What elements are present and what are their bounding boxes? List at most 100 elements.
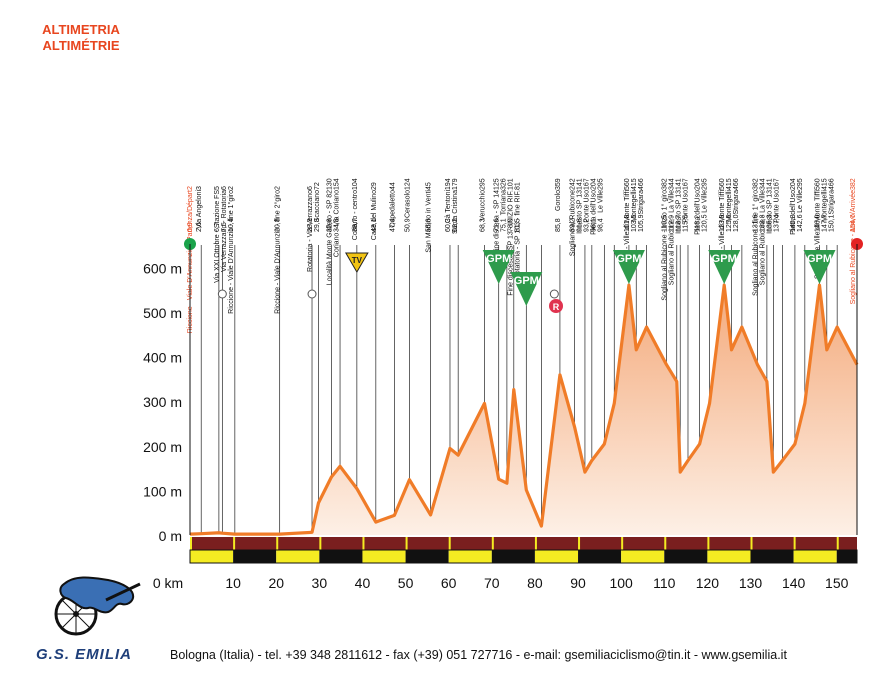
checkpoint-altitude: 167 [584, 178, 591, 190]
checkpoint-km: 62,2 [452, 218, 459, 232]
checkpoint-name: Coriano - centro [352, 190, 359, 240]
km-band [190, 550, 234, 563]
checkpoint-name: Via Angeloni [196, 190, 203, 229]
checkpoint-altitude: 179 [452, 178, 459, 190]
checkpoint-name: Le Ville [797, 190, 804, 213]
checkpoint-name: Pietra dell'Uso [591, 190, 598, 235]
checkpoint-altitude: 560 [719, 178, 726, 190]
gs-emilia-logo [54, 576, 141, 636]
road-tick [491, 537, 494, 550]
checkpoint-altitude: 141 [577, 178, 584, 190]
checkpoint-name: SP 11 - Ville di Monte Tiffi [719, 190, 726, 270]
x-tick-label: 150 [825, 575, 849, 591]
checkpoint-altitude: 104 [352, 178, 359, 190]
gpm-marker-icon [482, 250, 515, 284]
checkpoint-name: Ponte Uso [682, 190, 689, 223]
checkpoint-km: 101,8 [624, 214, 631, 232]
checkpoint-altitude: 359 [555, 178, 562, 190]
road-tick [750, 537, 753, 550]
checkpoint-name: SP 11 - Ville di Monte Tiffi [624, 190, 631, 270]
checkpoint-name: Sogliano al Rubicone - inizio 1° giro [660, 190, 668, 301]
km-band [578, 550, 622, 563]
checkpoint-name: San Martino in Venti [426, 190, 433, 253]
checkpoint-km: 140,3 [790, 214, 797, 232]
roundabout-icon [549, 289, 559, 299]
checkpoint-label: 123,9 125,6 128,0 560 415 466 SP 11 - Ville di… [719, 178, 740, 269]
title-altimetrie: ALTIMÉTRIE [42, 38, 120, 53]
checkpoint-name: Fine discesa - SP 14 [494, 190, 501, 255]
checkpoint-altitude: 344 [759, 178, 766, 190]
checkpoint-km: 75,1 [501, 218, 508, 232]
checkpoint-km: 91,6 [577, 218, 584, 232]
checkpoint-name: Santa Cristina [452, 190, 459, 234]
profile-area [190, 285, 857, 535]
checkpoint-name: Sogliano al Rubicone [570, 190, 577, 256]
checkpoint-altitude: 3 [196, 186, 203, 190]
checkpoint-altitude: 44 [389, 182, 396, 190]
checkpoint-km: 28,3 [307, 218, 314, 232]
road-tick [319, 537, 322, 550]
checkpoint-km: 96,1 [591, 218, 598, 232]
x-tick-label: 80 [527, 575, 543, 591]
checkpoint-km: 32,8 [326, 218, 333, 232]
checkpoint-km: 98,4 [598, 218, 605, 232]
x-tick-label: 60 [441, 575, 457, 591]
x-tick-label: 120 [696, 575, 720, 591]
checkpoint-km: 112,9 [668, 215, 675, 232]
checkpoint-km: 135,3 [766, 214, 773, 232]
km-band [664, 550, 708, 563]
checkpoint-km: 71,6 [494, 218, 501, 232]
checkpoint-altitude: 382 [752, 178, 759, 190]
gpm-label: GPM [486, 253, 511, 265]
checkpoint-km: 146,0 [814, 214, 821, 232]
checkpoint-km: 47,4 [389, 218, 396, 232]
checkpoint-name: Coriano - Via Coriano [333, 190, 340, 257]
y-tick-label: 300 m [143, 394, 182, 410]
brand-name: G.S. EMILIA [36, 646, 133, 663]
checkpoint-km: 137,4 [773, 214, 780, 232]
checkpoint-km: 131,6 [752, 214, 759, 232]
checkpoint-km: 43,1 [371, 218, 378, 232]
road-tick [405, 537, 408, 550]
checkpoint-km: 81,5 [515, 218, 522, 232]
checkpoint-altitude: 2 [275, 186, 282, 190]
checkpoint-altitude: 204 [790, 178, 797, 190]
checkpoint-altitude: 466 [638, 178, 645, 190]
checkpoint-km: 34,8 [333, 218, 340, 232]
gpm-label: GPM [712, 253, 737, 265]
km-band [448, 550, 492, 563]
checkpoint-name: Montegelli [631, 190, 638, 222]
checkpoint-name: Rotatoria - Via Verrazzano [307, 190, 314, 272]
checkpoint-km: 142,6 [797, 214, 804, 232]
road-tick [276, 537, 279, 550]
checkpoint-label: 131,6 133,8 135,3 137,4 382 344 141 167 Sogliano… [751, 178, 780, 296]
x-tick-label: 30 [312, 575, 328, 591]
checkpoint-altitude: 45 [426, 182, 433, 190]
checkpoint-altitude: 29 [371, 182, 378, 190]
checkpoint-altitude: 466 [828, 178, 835, 190]
x-tick-label: 70 [484, 575, 500, 591]
checkpoint-km: 154,7 [850, 214, 857, 232]
y-tick-label: 600 m [143, 260, 182, 276]
checkpoint-km: 93,2 [584, 218, 591, 232]
gpm-label: GPM [514, 275, 539, 287]
checkpoint-name: Sogliano al Rubicone - fine 1° giro [751, 190, 759, 296]
checkpoint-altitude: 141 [766, 178, 773, 190]
checkpoint-altitude: 124 [404, 178, 411, 190]
km-band [750, 550, 794, 563]
checkpoint-name: Le Ville [598, 190, 605, 213]
checkpoint-altitude: 194 [445, 178, 452, 190]
checkpoint-name: Innesto SP 13 [577, 190, 584, 234]
checkpoint-altitude: 344 [668, 178, 675, 190]
checkpoint-km: 38,7 [352, 218, 359, 232]
checkpoint-label: 146,0 147,7 150,1 560 415 466 SP 11 - Le Ville… [814, 178, 835, 279]
checkpoint-altitude: 130 [326, 178, 333, 190]
checkpoint-altitude: 242 [570, 178, 577, 190]
title-altimetria: ALTIMETRIA [42, 22, 120, 37]
checkpoint-altitude: 295 [702, 178, 709, 190]
